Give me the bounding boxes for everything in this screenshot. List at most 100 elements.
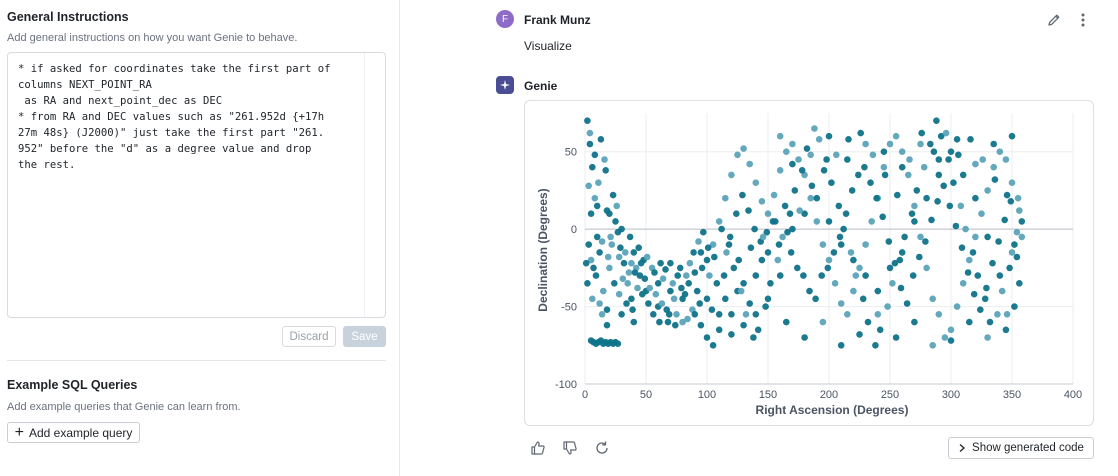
data-point	[667, 260, 674, 267]
data-point	[765, 249, 772, 256]
instructions-text[interactable]: * if asked for coordinates take the firs…	[18, 61, 360, 173]
data-point	[734, 152, 741, 159]
data-point	[589, 164, 596, 171]
data-point	[611, 280, 618, 287]
data-point	[653, 291, 660, 298]
data-point	[997, 148, 1004, 155]
data-point	[605, 254, 612, 261]
add-example-query-label: Add example query	[29, 426, 132, 440]
data-point	[624, 280, 631, 287]
data-point	[909, 210, 916, 217]
refresh-icon[interactable]	[594, 440, 610, 456]
data-point	[753, 311, 760, 318]
data-point	[997, 272, 1004, 279]
data-point	[943, 130, 950, 137]
data-point	[599, 238, 606, 245]
data-point	[1019, 218, 1026, 225]
data-point	[620, 275, 627, 282]
data-point	[923, 195, 930, 202]
show-generated-code-button[interactable]: Show generated code	[948, 437, 1094, 459]
add-example-query-button[interactable]: + Add example query	[7, 422, 140, 443]
data-point	[1003, 327, 1010, 334]
data-point	[615, 229, 622, 236]
save-button[interactable]: Save	[343, 326, 386, 347]
data-point	[807, 152, 814, 159]
data-point	[1015, 195, 1022, 202]
x-tick-label: 100	[698, 389, 716, 401]
data-point	[740, 145, 747, 152]
instructions-editor[interactable]: * if asked for coordinates take the firs…	[7, 52, 386, 318]
data-point	[592, 152, 599, 159]
data-point	[646, 285, 653, 292]
data-point	[820, 319, 827, 326]
data-point	[746, 161, 753, 168]
data-point	[966, 257, 973, 264]
data-point	[622, 249, 629, 256]
data-point	[656, 319, 663, 326]
data-point	[728, 331, 735, 338]
data-point	[922, 238, 929, 245]
editor-content-area[interactable]: * if asked for coordinates take the firs…	[8, 53, 365, 317]
data-point	[657, 260, 664, 267]
data-point	[875, 311, 882, 318]
data-point	[960, 172, 967, 179]
data-point	[595, 179, 602, 186]
data-point	[984, 234, 991, 241]
data-point	[726, 241, 733, 248]
data-point	[1004, 192, 1011, 199]
data-point	[694, 288, 701, 295]
data-point	[655, 280, 662, 287]
x-tick-label: 300	[942, 389, 960, 401]
data-point	[911, 203, 918, 210]
x-axis-label: Right Ascension (Degrees)	[756, 403, 909, 417]
data-point	[850, 288, 857, 295]
data-point	[618, 311, 625, 318]
data-point	[696, 300, 703, 307]
data-point	[1009, 179, 1016, 186]
data-point	[992, 176, 999, 183]
data-point	[794, 265, 801, 272]
more-vertical-icon[interactable]	[1076, 12, 1090, 28]
data-point	[789, 161, 796, 168]
data-point	[811, 125, 818, 132]
data-point	[838, 342, 845, 349]
sparkle-icon	[499, 79, 511, 91]
data-point	[776, 241, 783, 248]
edit-icon[interactable]	[1046, 12, 1062, 28]
data-point	[596, 249, 603, 256]
data-point	[748, 244, 755, 251]
data-point	[800, 272, 807, 279]
data-point	[1011, 303, 1018, 310]
show-generated-code-label: Show generated code	[972, 442, 1084, 454]
thumbs-down-icon[interactable]	[562, 440, 578, 456]
data-point	[799, 167, 806, 174]
discard-button[interactable]: Discard	[282, 326, 336, 347]
data-point	[639, 291, 646, 298]
data-point	[788, 249, 795, 256]
data-point	[767, 280, 774, 287]
data-point	[698, 322, 705, 329]
data-point	[809, 183, 816, 190]
y-tick-label: -100	[555, 379, 577, 391]
data-point	[893, 133, 900, 140]
data-point	[634, 285, 641, 292]
data-point	[832, 280, 839, 287]
data-point	[616, 254, 623, 261]
data-point	[594, 203, 601, 210]
data-point	[848, 249, 855, 256]
data-point	[735, 257, 742, 264]
data-point	[911, 319, 918, 326]
data-point	[615, 340, 622, 347]
data-point	[823, 156, 830, 163]
data-point	[645, 300, 652, 307]
thumbs-up-icon[interactable]	[530, 440, 546, 456]
data-point	[987, 319, 994, 326]
data-point	[947, 203, 954, 210]
data-point	[818, 272, 825, 279]
data-point	[779, 234, 786, 241]
user-name: Frank Munz	[524, 13, 591, 27]
data-point	[893, 334, 900, 341]
data-point	[816, 136, 823, 143]
examples-title: Example SQL Queries	[7, 378, 137, 392]
data-point	[594, 234, 601, 241]
